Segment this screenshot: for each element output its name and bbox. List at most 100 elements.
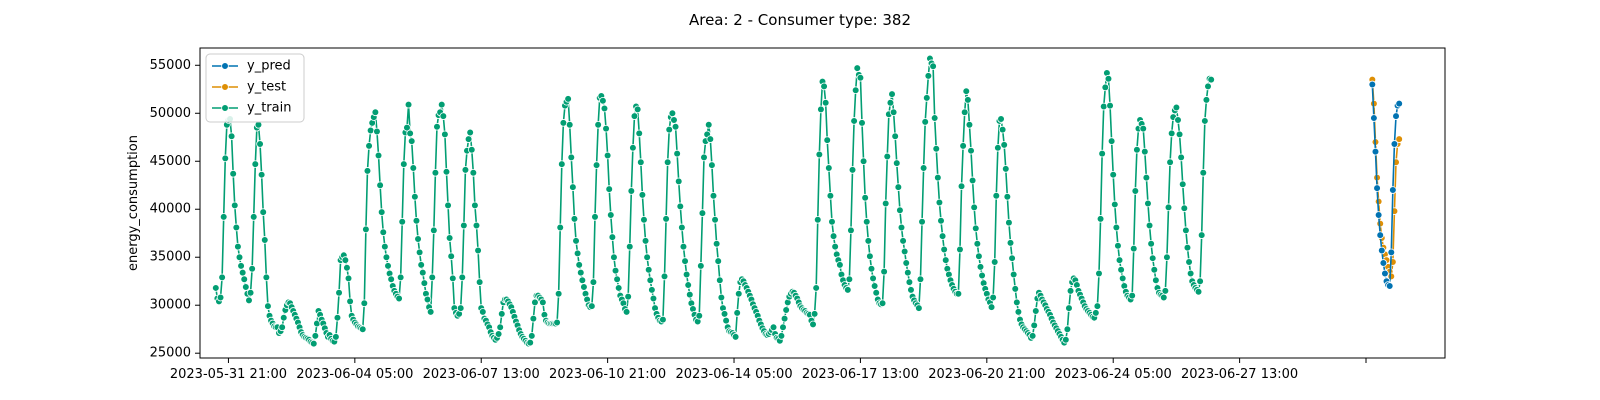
data-point xyxy=(1030,321,1039,330)
data-point xyxy=(622,308,631,316)
data-point xyxy=(891,132,899,141)
data-point xyxy=(580,283,588,291)
data-point xyxy=(712,239,721,248)
data-point xyxy=(428,273,437,282)
data-point xyxy=(606,211,615,219)
data-point xyxy=(962,87,971,95)
data-point xyxy=(810,310,819,318)
data-point xyxy=(1118,274,1127,283)
data-point xyxy=(681,257,689,265)
data-point xyxy=(460,221,468,230)
data-point xyxy=(889,108,898,117)
data-point xyxy=(1147,239,1155,248)
data-point xyxy=(1145,221,1154,230)
data-point xyxy=(823,136,832,144)
y-tick-label: 45000 xyxy=(150,154,191,169)
data-point xyxy=(932,144,941,153)
data-point xyxy=(812,284,820,292)
data-point xyxy=(573,249,582,258)
data-point xyxy=(821,98,830,107)
data-point xyxy=(456,304,465,312)
data-point xyxy=(638,191,647,199)
data-point xyxy=(899,237,907,245)
data-point xyxy=(733,309,741,317)
data-point xyxy=(850,117,858,125)
data-point xyxy=(341,256,350,264)
data-point xyxy=(466,128,474,137)
data-point xyxy=(527,332,536,340)
data-point xyxy=(1006,239,1015,247)
x-axis: 2023-05-31 21:00 2023-06-04 05:00 2023-06-… xyxy=(170,358,1367,382)
data-point xyxy=(1008,254,1016,262)
data-point xyxy=(1098,149,1106,158)
plot-area xyxy=(212,54,1403,348)
data-point xyxy=(494,330,503,338)
data-point xyxy=(624,292,632,301)
data-point xyxy=(471,201,479,210)
data-point xyxy=(235,253,244,262)
data-point xyxy=(430,226,438,235)
data-point xyxy=(1000,141,1008,149)
data-point xyxy=(861,193,869,202)
data-point xyxy=(475,278,484,286)
y-tick-label: 55000 xyxy=(150,58,191,73)
data-point xyxy=(414,235,422,243)
data-point xyxy=(564,95,572,103)
data-point xyxy=(994,144,1002,152)
data-point xyxy=(644,265,653,274)
data-point xyxy=(1175,130,1184,139)
data-point xyxy=(1144,199,1152,208)
data-point xyxy=(572,237,580,245)
data-point xyxy=(1109,170,1118,179)
data-point xyxy=(376,181,384,190)
data-point xyxy=(366,126,375,135)
data-point xyxy=(216,293,225,302)
data-point xyxy=(937,216,945,225)
data-point xyxy=(883,152,892,161)
data-point xyxy=(611,266,620,275)
data-point xyxy=(670,116,678,124)
data-point xyxy=(1194,287,1203,296)
data-point xyxy=(1028,332,1037,340)
data-point xyxy=(633,105,642,114)
x-tick-label: 2023-05-31 21:00 xyxy=(170,367,287,382)
data-point xyxy=(333,313,342,322)
data-point xyxy=(659,315,667,324)
data-point xyxy=(915,304,923,312)
data-point xyxy=(864,237,873,245)
data-point xyxy=(240,275,249,284)
data-point xyxy=(722,316,730,325)
data-point xyxy=(381,242,389,251)
data-point xyxy=(1164,203,1173,212)
data-point xyxy=(610,253,618,262)
data-point xyxy=(1381,269,1389,278)
data-point xyxy=(684,281,692,289)
data-point xyxy=(1196,277,1204,286)
legend-marker xyxy=(221,62,229,70)
data-point xyxy=(1062,335,1070,344)
data-point xyxy=(777,332,786,340)
x-tick-label: 2023-06-10 21:00 xyxy=(549,367,666,382)
data-point xyxy=(649,294,658,303)
data-point xyxy=(608,233,617,241)
data-point xyxy=(229,169,237,178)
data-point xyxy=(1101,83,1110,92)
data-point xyxy=(553,318,561,327)
data-point xyxy=(249,213,258,221)
data-point xyxy=(1177,153,1185,162)
data-point xyxy=(578,276,587,285)
data-point xyxy=(989,293,997,302)
data-point xyxy=(458,273,467,282)
data-point xyxy=(420,279,429,287)
data-point xyxy=(998,125,1007,134)
data-point xyxy=(251,160,260,168)
data-point xyxy=(894,183,903,191)
y-tick-label: 35000 xyxy=(150,250,191,265)
data-point xyxy=(444,201,452,210)
data-point xyxy=(880,267,888,276)
data-point xyxy=(365,142,373,150)
data-point xyxy=(782,306,790,314)
data-point xyxy=(731,333,740,341)
data-point xyxy=(395,294,403,303)
data-point xyxy=(1141,147,1149,156)
